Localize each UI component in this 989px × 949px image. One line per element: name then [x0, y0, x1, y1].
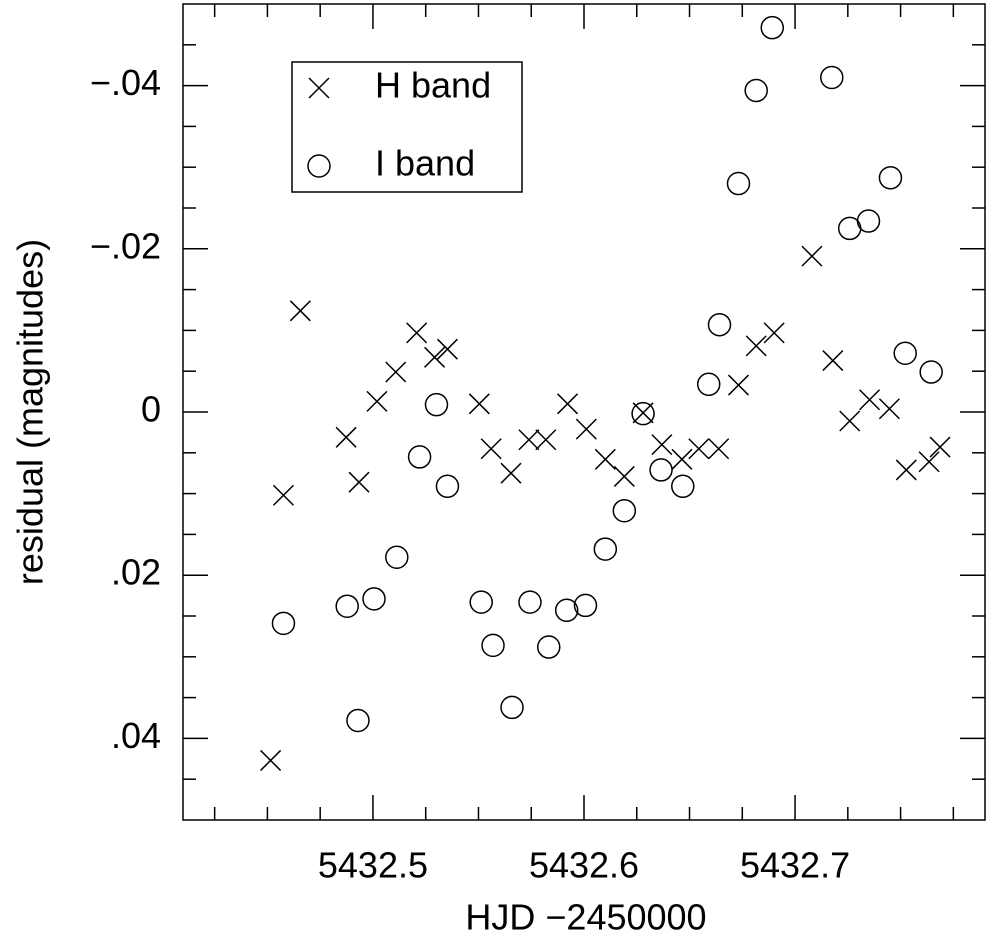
data-point: [406, 322, 428, 344]
x-axis-label: HJD −2450000: [465, 897, 706, 938]
data-point: [760, 15, 785, 40]
data-point: [822, 350, 844, 372]
y-tick-label: .02: [111, 552, 161, 593]
data-point: [671, 448, 693, 470]
data-point: [707, 312, 732, 337]
data-point: [918, 451, 940, 473]
data-point: [435, 474, 460, 499]
data-point: [537, 635, 561, 659]
data-point: [727, 374, 750, 396]
data-point: [839, 410, 861, 432]
data-point: [346, 708, 370, 733]
y-tick-label: −.04: [90, 62, 161, 103]
data-point: [612, 498, 637, 523]
x-tick-label: 5432.7: [740, 845, 850, 886]
data-point: [518, 590, 542, 614]
data-point: [575, 418, 597, 440]
data-point: [348, 471, 370, 493]
data-point: [895, 459, 917, 481]
data-point: [518, 429, 540, 451]
data-point: [481, 633, 505, 658]
data-point: [335, 594, 359, 618]
data-point: [424, 392, 449, 417]
data-point: [335, 426, 357, 448]
data-point: [289, 300, 311, 322]
y-tick-label: −.02: [90, 225, 161, 266]
data-point: [631, 401, 655, 426]
data-point: [385, 361, 407, 383]
legend-marker: [307, 154, 331, 178]
data-point: [554, 598, 579, 623]
data-point: [271, 611, 296, 636]
data-point: [878, 398, 900, 420]
legend-label: H band: [375, 65, 491, 106]
data-point: [632, 402, 654, 424]
data-point: [856, 209, 881, 233]
data-point: [929, 436, 951, 458]
data-point: [436, 338, 458, 360]
y-axis-label: residual (magnitudes): [10, 239, 51, 585]
data-point: [744, 78, 768, 103]
data-point: [535, 429, 557, 451]
data-point: [688, 438, 710, 460]
data-point: [919, 360, 943, 384]
data-point: [469, 590, 493, 614]
data-point: [820, 65, 844, 90]
data-point: [651, 434, 673, 456]
data-point: [424, 346, 446, 368]
data-point: [500, 695, 524, 720]
data-point: [573, 593, 598, 618]
data-point: [726, 171, 751, 196]
data-point: [859, 389, 881, 411]
data-point: [385, 545, 409, 569]
data-point: [745, 335, 767, 357]
data-point: [893, 341, 917, 365]
data-point: [613, 465, 635, 487]
data-point: [696, 372, 721, 397]
data-point: [500, 462, 522, 484]
data-point: [557, 393, 579, 415]
data-point: [649, 458, 673, 482]
data-point: [362, 587, 386, 611]
data-point: [272, 484, 294, 506]
data-point: [878, 166, 903, 190]
data-point: [671, 474, 695, 499]
data-point: [260, 749, 282, 771]
legend-marker: [308, 77, 330, 99]
data-point: [366, 390, 388, 412]
data-point: [480, 438, 502, 460]
data-point: [594, 448, 616, 470]
data-point: [708, 438, 730, 460]
data-point: [763, 322, 785, 344]
legend-box: [291, 61, 523, 193]
data-point: [593, 537, 618, 561]
x-tick-label: 5432.5: [318, 845, 428, 886]
y-tick-label: .04: [111, 715, 161, 756]
legend-label: I band: [375, 143, 475, 184]
y-tick-label: 0: [141, 389, 161, 430]
data-point: [801, 245, 823, 267]
data-point: [407, 445, 432, 469]
data-point: [468, 393, 490, 415]
x-tick-label: 5432.6: [529, 845, 639, 886]
